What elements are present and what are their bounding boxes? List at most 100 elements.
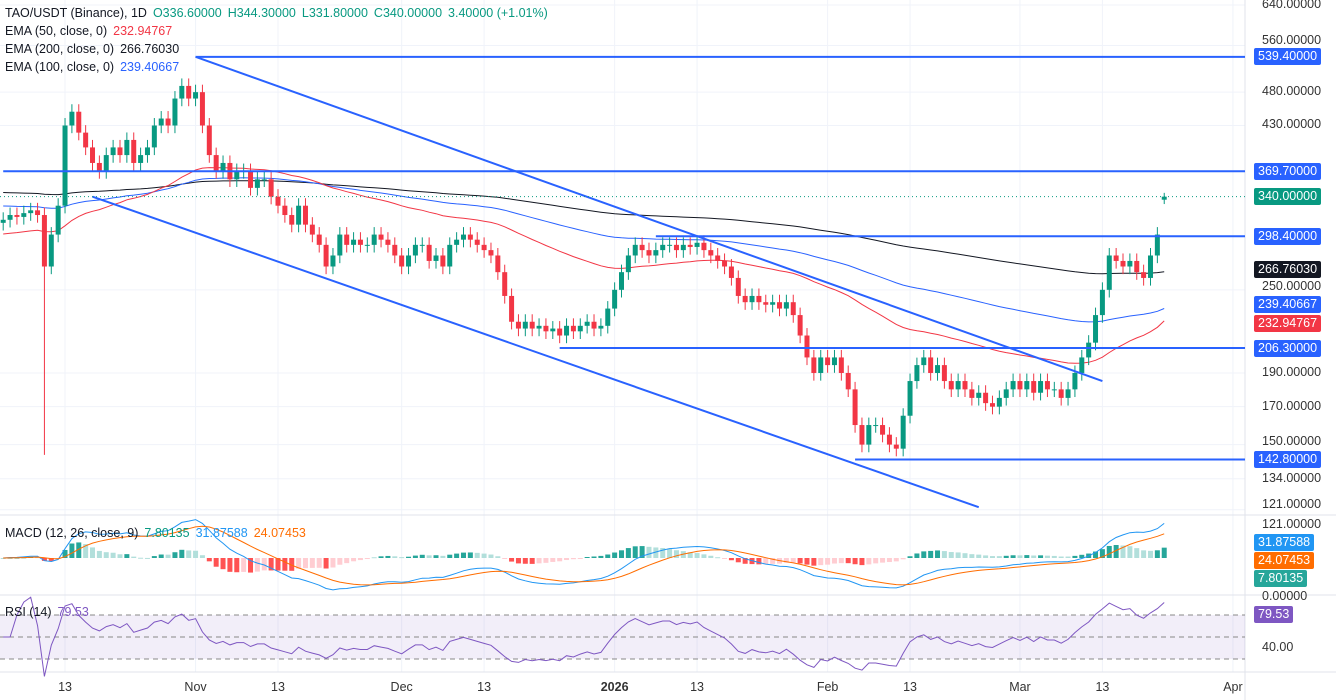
candle-body <box>515 321 521 329</box>
macd-histogram-bar <box>467 552 473 558</box>
macd-histogram-bar <box>962 553 968 558</box>
open-value: O336.60000 <box>152 6 222 20</box>
macd-histogram-bar <box>440 555 446 558</box>
macd-histogram-bar <box>632 546 638 558</box>
candle-body <box>62 125 68 206</box>
macd-histogram-bar <box>131 556 137 558</box>
rsi-axis-label: 40.00 <box>1262 640 1294 654</box>
macd-histogram-bar <box>529 558 535 564</box>
candle-body <box>550 328 556 332</box>
macd-histogram-bar <box>330 558 336 568</box>
macd-histogram-bar <box>619 550 624 558</box>
macd-histogram-bar <box>708 555 714 558</box>
macd-histogram-bar <box>419 554 425 558</box>
time-axis-label: 13 <box>58 680 72 694</box>
macd-histogram-bar <box>694 553 700 558</box>
macd-histogram-bar <box>227 558 233 572</box>
candle-body <box>742 295 748 303</box>
price-axis-label: 480.00000 <box>1262 84 1322 99</box>
candle-body <box>728 266 734 278</box>
macd-histogram-bar <box>248 558 254 573</box>
candle-body <box>557 328 563 336</box>
macd-histogram-bar <box>1099 549 1105 558</box>
macd-histogram-bar <box>433 555 439 558</box>
macd-histogram-bar <box>687 552 693 558</box>
macd-histogram-bar <box>1010 555 1016 558</box>
candle-body <box>955 381 961 390</box>
macd-histogram-bar <box>158 554 164 558</box>
candle-body <box>502 272 508 296</box>
candle-body <box>983 392 989 404</box>
ema200-legend[interactable]: EMA (200, close, 0) 266.76030 <box>5 42 185 57</box>
level-price-tag: 298.40000 <box>1254 227 1322 245</box>
candle-body <box>928 357 934 373</box>
price-axis-label: 150.00000 <box>1262 434 1322 448</box>
candle-body <box>419 244 425 246</box>
macd-histogram-bar <box>392 556 398 558</box>
candle-body <box>323 244 329 267</box>
macd-histogram-bar <box>316 558 322 568</box>
candle-body <box>914 365 920 382</box>
candle-body <box>941 365 947 382</box>
level-price-tag: 539.40000 <box>1254 48 1322 66</box>
ema50-legend[interactable]: EMA (50, close, 0) 232.94767 <box>5 24 178 39</box>
candle-body <box>852 389 858 426</box>
macd-histogram-bar <box>1038 555 1044 558</box>
rsi-line <box>3 596 1165 677</box>
candle-body <box>1161 196 1167 200</box>
rsi-legend[interactable]: RSI (14) 79.53 <box>5 605 95 620</box>
candle-body <box>282 205 288 216</box>
macd-axis-top-label: 121.00000 <box>1262 517 1322 531</box>
macd-histogram-bar <box>296 558 302 569</box>
candle-body <box>41 215 47 267</box>
candle-body <box>777 302 783 309</box>
candle-body <box>234 171 240 180</box>
macd-histogram-bar <box>282 558 288 571</box>
macd-axis-zero: 0.00000 <box>1262 589 1308 603</box>
candle-body <box>619 272 624 290</box>
candle-body <box>481 244 487 251</box>
macd-histogram-bar <box>522 558 528 564</box>
macd-histogram-bar <box>969 554 975 558</box>
macd-histogram-bar <box>83 544 89 558</box>
macd-histogram-bar <box>756 558 762 565</box>
candle-body <box>275 196 281 206</box>
macd-histogram-bar <box>1072 555 1078 558</box>
macd-legend[interactable]: MACD (12, 26, close, 9) 7.80135 31.87588 24… <box>5 526 312 541</box>
macd-histogram-bar <box>536 558 542 564</box>
trendline <box>92 195 980 509</box>
candle-body <box>474 239 480 245</box>
candle-body <box>653 250 659 256</box>
macd-histogram-bar <box>728 558 734 561</box>
ema100-legend[interactable]: EMA (100, close, 0) 239.40667 <box>5 60 185 75</box>
time-axis-label: Apr <box>1223 680 1243 694</box>
macd-histogram-bar <box>845 558 851 564</box>
candle-body <box>1031 381 1037 393</box>
macd-histogram-bar <box>399 557 405 559</box>
price-axis-label: 430.00000 <box>1262 117 1322 132</box>
macd-histogram-bar <box>570 558 576 560</box>
macd-signal-tag: 24.07453 <box>1254 552 1315 569</box>
macd-label: MACD (12, 26, close, 9) <box>5 526 139 540</box>
price-axis-label: 170.00000 <box>1262 398 1322 413</box>
macd-histogram-bar <box>488 554 494 558</box>
ema200-label: EMA (200, close, 0) <box>5 42 115 56</box>
macd-histogram-bar <box>591 556 597 558</box>
macd-histogram-bar <box>309 558 315 568</box>
macd-histogram-bar <box>344 558 350 564</box>
macd-hist-value: 7.80135 <box>144 526 190 540</box>
candle-body <box>783 302 789 309</box>
macd-histogram-bar <box>474 552 480 558</box>
symbol-label: TAO/USDT (Binance), 1D <box>5 6 147 20</box>
candle-body <box>1120 260 1126 267</box>
macd-histogram-bar <box>426 555 432 558</box>
candle-body <box>138 155 144 163</box>
candle-body <box>357 239 363 245</box>
ema50-line <box>3 167 1165 364</box>
macd-histogram-bar <box>1031 555 1037 558</box>
candle-body <box>591 321 597 329</box>
macd-histogram-bar <box>495 556 501 558</box>
macd-signal-value: 24.07453 <box>253 526 306 540</box>
macd-histogram-bar <box>935 550 941 558</box>
